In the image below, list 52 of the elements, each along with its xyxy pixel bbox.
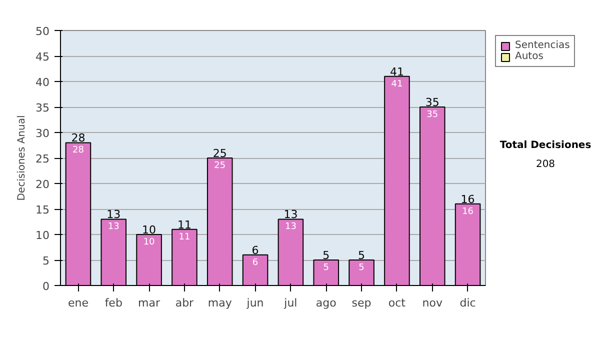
x-tick-label: jun bbox=[246, 296, 264, 310]
data-label: 25 bbox=[214, 161, 226, 171]
data-label: 41 bbox=[391, 79, 403, 90]
y-tick-label: 20 bbox=[36, 178, 50, 191]
y-tick-label: 30 bbox=[36, 127, 50, 140]
x-tick-label: oct bbox=[388, 296, 406, 310]
x-tick-label: ago bbox=[316, 296, 337, 310]
data-label: 16 bbox=[462, 206, 474, 217]
x-tick-label: dic bbox=[460, 296, 476, 310]
legend-label: Autos bbox=[515, 51, 544, 62]
total-label: 28 bbox=[71, 132, 86, 145]
total-label: 10 bbox=[142, 224, 156, 236]
total-label: 35 bbox=[425, 96, 440, 109]
total-label: 41 bbox=[390, 65, 404, 78]
x-tick-label: may bbox=[208, 296, 232, 310]
y-tick-label: 35 bbox=[36, 102, 50, 114]
y-tick-label: 5 bbox=[42, 254, 50, 268]
x-tick-label: abr bbox=[175, 296, 194, 310]
data-label: 28 bbox=[72, 146, 84, 156]
total-label: 16 bbox=[460, 192, 475, 206]
data-label: 5 bbox=[323, 263, 329, 273]
total-label: 13 bbox=[284, 208, 298, 222]
legend-label: Sentencias bbox=[515, 40, 570, 51]
y-tick-label: 50 bbox=[36, 25, 50, 38]
x-tick-label: mar bbox=[138, 296, 161, 310]
y-tick-label: 15 bbox=[36, 204, 50, 216]
x-tick-label: jul bbox=[283, 296, 298, 310]
text: Total Decisiones bbox=[500, 140, 592, 151]
data-label: 13 bbox=[284, 222, 296, 232]
data-label: 5 bbox=[358, 263, 364, 273]
text: 208 bbox=[536, 159, 556, 170]
y-tick-label: 45 bbox=[36, 50, 50, 64]
total-label: 6 bbox=[252, 244, 259, 257]
x-tick-label: ene bbox=[68, 296, 89, 310]
total-label: 25 bbox=[212, 147, 227, 160]
data-label: 6 bbox=[252, 258, 258, 268]
y-tick-label: 40 bbox=[36, 76, 50, 89]
data-label: 35 bbox=[426, 110, 438, 120]
total-label: 13 bbox=[106, 208, 121, 222]
y-tick-label: 10 bbox=[36, 229, 50, 242]
x-tick-label: nov bbox=[422, 296, 443, 310]
x-tick-label: sep bbox=[352, 296, 372, 310]
x-tick-label: feb bbox=[104, 296, 122, 310]
data-label: 10 bbox=[143, 238, 156, 248]
data-label: 11 bbox=[178, 232, 190, 242]
total-label: 5 bbox=[322, 249, 330, 262]
total-label: 11 bbox=[177, 218, 192, 232]
data-label: 13 bbox=[108, 222, 120, 232]
y-axis-title: Decisiones Anual bbox=[16, 115, 28, 201]
y-tick-label: 0 bbox=[42, 280, 50, 293]
total-label: 5 bbox=[358, 249, 366, 262]
y-tick-label: 25 bbox=[36, 152, 50, 166]
